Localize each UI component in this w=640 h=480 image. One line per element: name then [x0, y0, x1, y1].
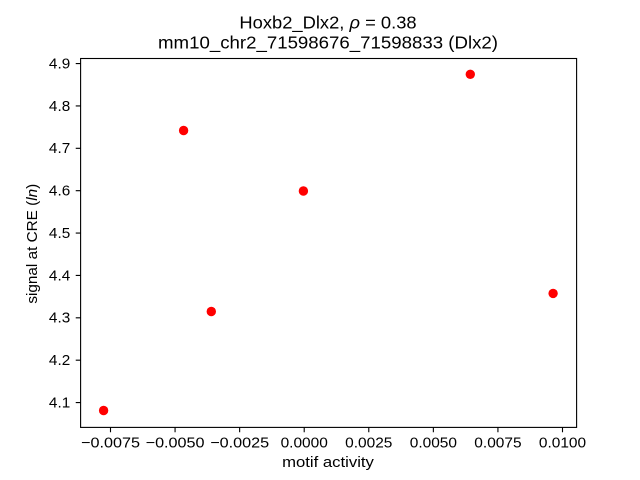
svg-text:−0.0025: −0.0025 — [210, 435, 269, 451]
svg-text:4.6: 4.6 — [49, 183, 70, 200]
svg-text:4.5: 4.5 — [49, 225, 70, 242]
svg-text:−0.0075: −0.0075 — [81, 435, 140, 451]
svg-text:4.8: 4.8 — [49, 98, 70, 115]
svg-text:4.4: 4.4 — [49, 268, 70, 285]
svg-text:Hoxb2_Dlx2, ρ = 0.38: Hoxb2_Dlx2, ρ = 0.38 — [239, 13, 416, 34]
svg-text:0.0050: 0.0050 — [410, 435, 457, 452]
svg-text:0.0075: 0.0075 — [474, 435, 521, 452]
svg-text:4.3: 4.3 — [49, 310, 70, 327]
svg-text:motif activity: motif activity — [282, 455, 374, 471]
svg-text:4.1: 4.1 — [49, 395, 70, 412]
svg-text:4.2: 4.2 — [49, 352, 70, 369]
svg-text:4.9: 4.9 — [49, 56, 70, 73]
svg-text:0.0000: 0.0000 — [281, 435, 328, 452]
svg-text:signal at CRE (ln): signal at CRE (ln) — [24, 184, 41, 304]
svg-text:0.0100: 0.0100 — [539, 435, 586, 452]
svg-text:0.0025: 0.0025 — [345, 435, 392, 452]
svg-text:4.7: 4.7 — [49, 140, 70, 157]
svg-text:−0.0050: −0.0050 — [146, 435, 205, 451]
svg-text:mm10_chr2_71598676_71598833 (D: mm10_chr2_71598676_71598833 (Dlx2) — [158, 33, 498, 53]
